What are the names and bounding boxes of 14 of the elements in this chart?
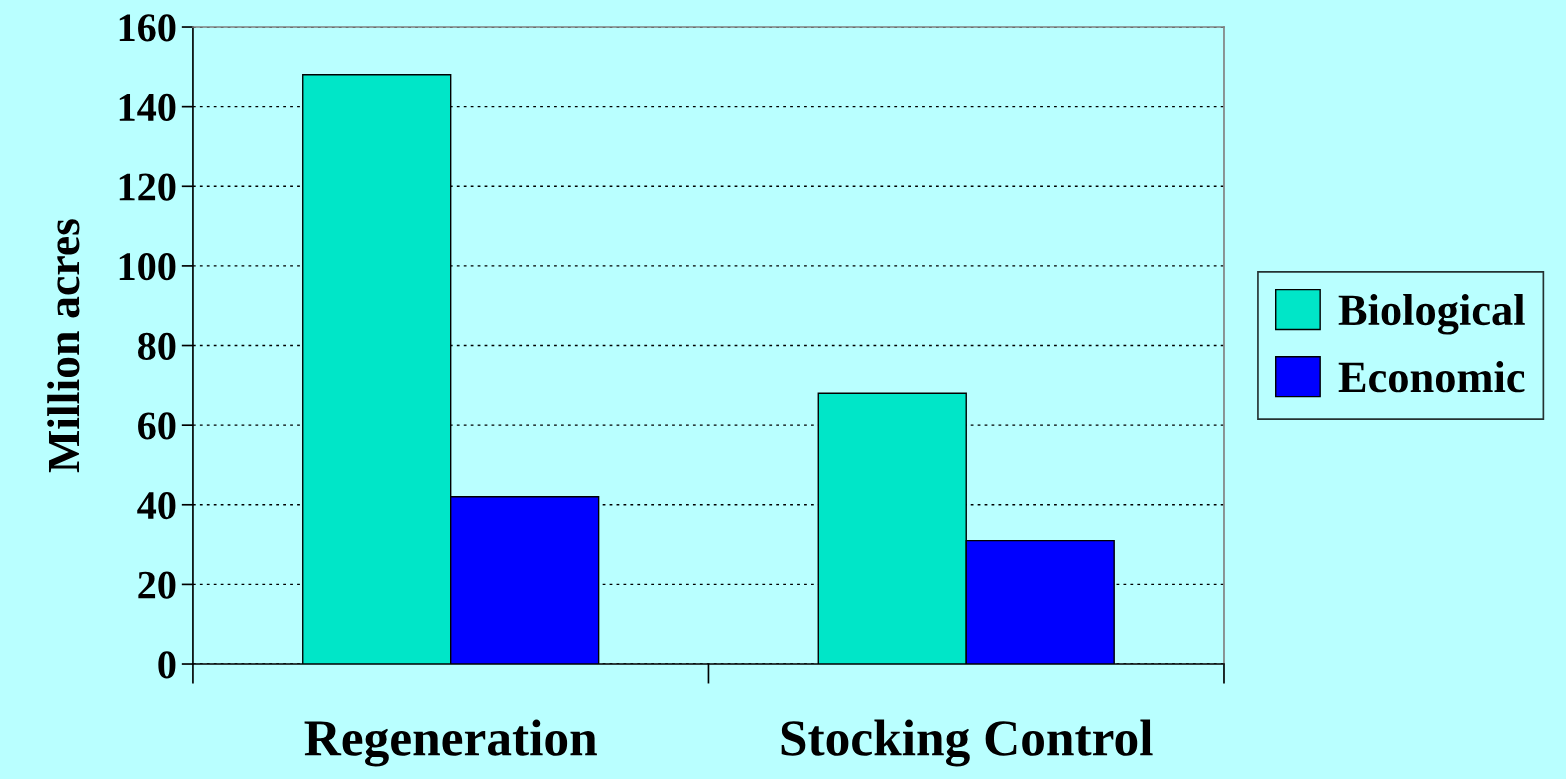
legend-label: Biological: [1338, 293, 1525, 335]
x-tick-label: Stocking Control: [781, 719, 1153, 767]
y-tick-label: 120: [119, 173, 176, 201]
legend-label: Economic: [1338, 361, 1525, 393]
y-axis-title: Million acres: [47, 219, 80, 473]
y-tick-label: 20: [138, 571, 176, 599]
x-tick-label: Regeneration: [304, 719, 597, 767]
y-tick-label: 140: [119, 93, 176, 122]
y-tick-label: 60: [138, 412, 176, 440]
y-tick-label: 80: [138, 332, 176, 360]
y-tick-label: 160: [119, 14, 176, 42]
y-tick-label: 40: [137, 491, 176, 520]
y-tick-label: 0: [158, 651, 176, 679]
y-tick-label: 100: [119, 253, 176, 281]
